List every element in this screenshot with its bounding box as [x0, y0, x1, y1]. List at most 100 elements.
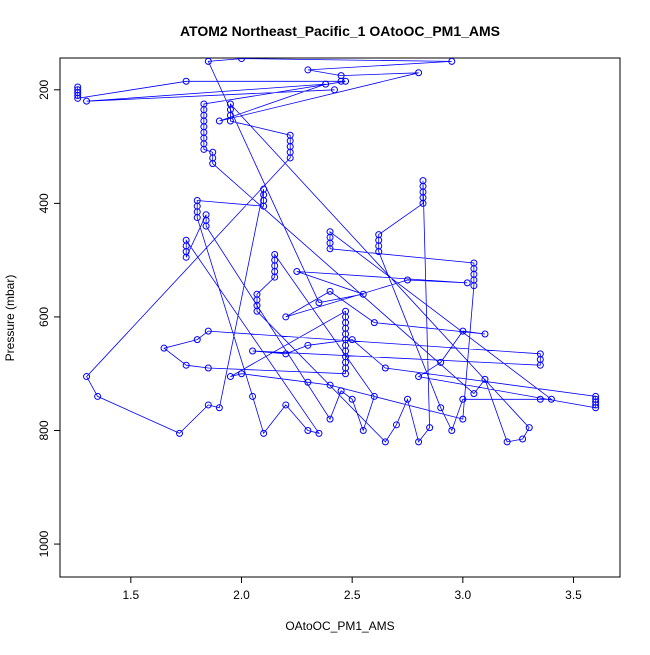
point [359, 290, 367, 298]
point [547, 395, 555, 403]
point [204, 58, 212, 65]
point [348, 395, 356, 403]
point [293, 268, 301, 276]
point [200, 145, 208, 153]
x-axis-label: OAtoOC_PM1_AMS [285, 619, 394, 633]
point [226, 373, 234, 381]
point [419, 199, 427, 207]
x-tick-label: 1.5 [122, 588, 139, 602]
point [481, 375, 489, 383]
point [260, 429, 268, 437]
point [463, 279, 471, 287]
y-tick-label: 400 [37, 193, 51, 213]
point [182, 253, 190, 261]
point [437, 358, 445, 366]
point [448, 58, 456, 65]
point [249, 347, 257, 355]
point [481, 330, 489, 338]
point [359, 426, 367, 434]
point [74, 94, 82, 102]
x-tick-label: 3.0 [455, 588, 472, 602]
point [415, 69, 423, 77]
point [592, 401, 600, 409]
point [315, 429, 323, 437]
point [370, 392, 378, 400]
point [94, 392, 102, 400]
y-tick-label: 800 [37, 420, 51, 440]
x-tick-label: 2.0 [233, 588, 250, 602]
point [215, 117, 223, 125]
point [536, 395, 544, 403]
point [536, 361, 544, 369]
point [337, 72, 345, 80]
point [182, 361, 190, 369]
y-tick-label: 600 [37, 307, 51, 327]
point [304, 341, 312, 349]
y-tick-label: 1000 [37, 530, 51, 557]
point [282, 350, 290, 358]
point [459, 395, 467, 403]
point [286, 154, 294, 162]
point [304, 378, 312, 386]
plot-frame [59, 57, 621, 578]
point [182, 77, 190, 85]
point [404, 395, 412, 403]
point [326, 287, 334, 295]
point [375, 248, 383, 256]
point [415, 438, 423, 446]
point [271, 273, 279, 281]
x-tick-label: 3.5 [565, 588, 582, 602]
point [204, 401, 212, 409]
point [322, 80, 330, 88]
point [315, 299, 323, 307]
point [370, 319, 378, 327]
point [304, 66, 312, 74]
point [74, 91, 82, 99]
point [348, 336, 356, 344]
point [503, 438, 511, 446]
point [392, 421, 400, 429]
point [193, 336, 201, 344]
point [426, 424, 434, 432]
point [519, 435, 527, 443]
point [202, 222, 210, 230]
point [326, 245, 334, 253]
point [326, 381, 334, 389]
point [204, 364, 212, 372]
point [415, 373, 423, 381]
point [282, 401, 290, 409]
y-axis-label: Pressure (mbar) [3, 275, 17, 362]
point [83, 373, 91, 381]
point [337, 387, 345, 395]
point [404, 276, 412, 284]
point [330, 86, 338, 94]
point [160, 344, 168, 352]
point [459, 415, 467, 423]
plot-area [74, 58, 600, 446]
point [83, 97, 91, 105]
point [176, 429, 184, 437]
point [238, 58, 246, 63]
point [592, 404, 600, 412]
point [204, 327, 212, 335]
point [304, 426, 312, 434]
point [249, 392, 257, 400]
point [448, 426, 456, 434]
point [470, 390, 478, 398]
point [238, 370, 246, 378]
point [459, 327, 467, 335]
point [253, 307, 261, 315]
point [437, 404, 445, 412]
point [381, 438, 389, 446]
point [260, 202, 268, 210]
x-tick-label: 2.5 [344, 588, 361, 602]
point [525, 424, 533, 432]
point [326, 415, 334, 423]
point [193, 214, 201, 222]
y-tick-label: 200 [37, 79, 51, 99]
point [215, 404, 223, 412]
point [342, 77, 350, 85]
point [470, 282, 478, 290]
